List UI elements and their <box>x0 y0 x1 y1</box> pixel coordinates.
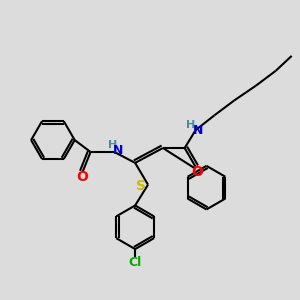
Text: H: H <box>186 120 195 130</box>
Text: Cl: Cl <box>128 256 142 269</box>
Text: O: O <box>192 165 203 179</box>
Text: H: H <box>108 140 117 150</box>
Text: N: N <box>113 143 124 157</box>
Text: N: N <box>194 124 204 137</box>
Text: O: O <box>77 170 88 184</box>
Text: S: S <box>136 179 146 193</box>
